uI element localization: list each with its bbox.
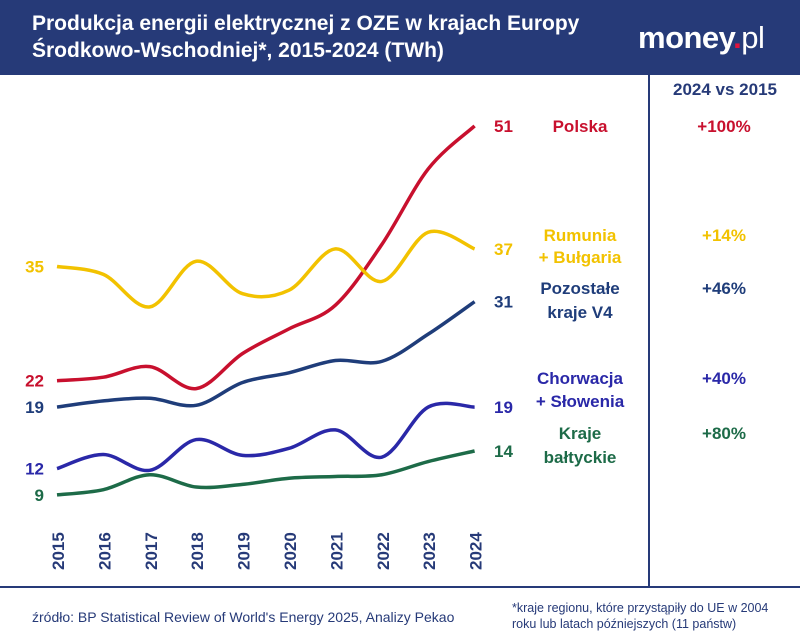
change-column-header: 2024 vs 2015 <box>673 80 777 99</box>
x-tick-label: 2022 <box>374 532 393 570</box>
end-value-label: 37 <box>494 240 513 259</box>
legend-label: Kraje <box>559 424 602 443</box>
x-tick-label: 2016 <box>95 532 114 570</box>
x-tick-label: 2015 <box>49 532 68 570</box>
end-value-label: 51 <box>494 117 513 136</box>
series-line <box>56 229 476 309</box>
legend-label: + Bułgaria <box>539 248 622 267</box>
series-line <box>56 449 475 497</box>
x-tick-label: 2021 <box>327 532 346 570</box>
x-tick-label: 2024 <box>467 532 486 570</box>
end-value-label: 31 <box>494 293 513 312</box>
change-value: +100% <box>697 117 750 136</box>
change-value: +80% <box>702 424 746 443</box>
start-value-label: 35 <box>25 257 44 276</box>
title-line-1: Produkcja energii elektrycznej z OZE w k… <box>32 12 580 35</box>
footnote-line-2: roku lub latach późniejszych (11 państw) <box>512 617 737 631</box>
change-value: +14% <box>702 226 746 245</box>
legend-label: Polska <box>553 117 608 136</box>
legend-label: bałtyckie <box>544 448 617 467</box>
header-band: Produkcja energii elektrycznej z OZE w k… <box>0 0 800 75</box>
end-value-label: 14 <box>494 442 513 461</box>
legend-label: Rumunia <box>544 226 617 245</box>
x-tick-label: 2023 <box>420 532 439 570</box>
footer-divider <box>0 586 800 588</box>
legend-label: + Słowenia <box>536 392 625 411</box>
x-tick-label: 2019 <box>235 532 254 570</box>
start-value-label: 22 <box>25 372 44 391</box>
start-value-label: 19 <box>25 398 44 417</box>
start-value-label: 12 <box>25 460 44 479</box>
change-value: +46% <box>702 279 746 298</box>
chart-title: Produkcja energii elektrycznej z OZE w k… <box>32 10 632 64</box>
column-divider <box>648 75 650 587</box>
x-tick-label: 2017 <box>142 532 161 570</box>
series-line <box>56 300 476 409</box>
legend-label: Chorwacja <box>537 369 624 388</box>
footnote-line-1: *kraje regionu, które przystąpiły do UE … <box>512 601 769 615</box>
series-line <box>56 124 476 391</box>
start-value-label: 9 <box>35 486 44 505</box>
title-line-2: Środkowo-Wschodniej*, 2015-2024 (TWh) <box>32 39 444 62</box>
end-value-label: 19 <box>494 398 513 417</box>
money-pl-logo: money.pl <box>638 20 765 55</box>
change-value: +40% <box>702 369 746 388</box>
series-line <box>56 401 475 473</box>
source-text: źródło: BP Statistical Review of World's… <box>32 609 455 625</box>
footnote: *kraje regionu, które przystąpiły do UE … <box>512 600 768 632</box>
legend-label: Pozostałe <box>540 279 619 298</box>
x-tick-label: 2018 <box>188 532 207 570</box>
x-tick-label: 2020 <box>281 532 300 570</box>
legend-label: kraje V4 <box>547 303 613 322</box>
